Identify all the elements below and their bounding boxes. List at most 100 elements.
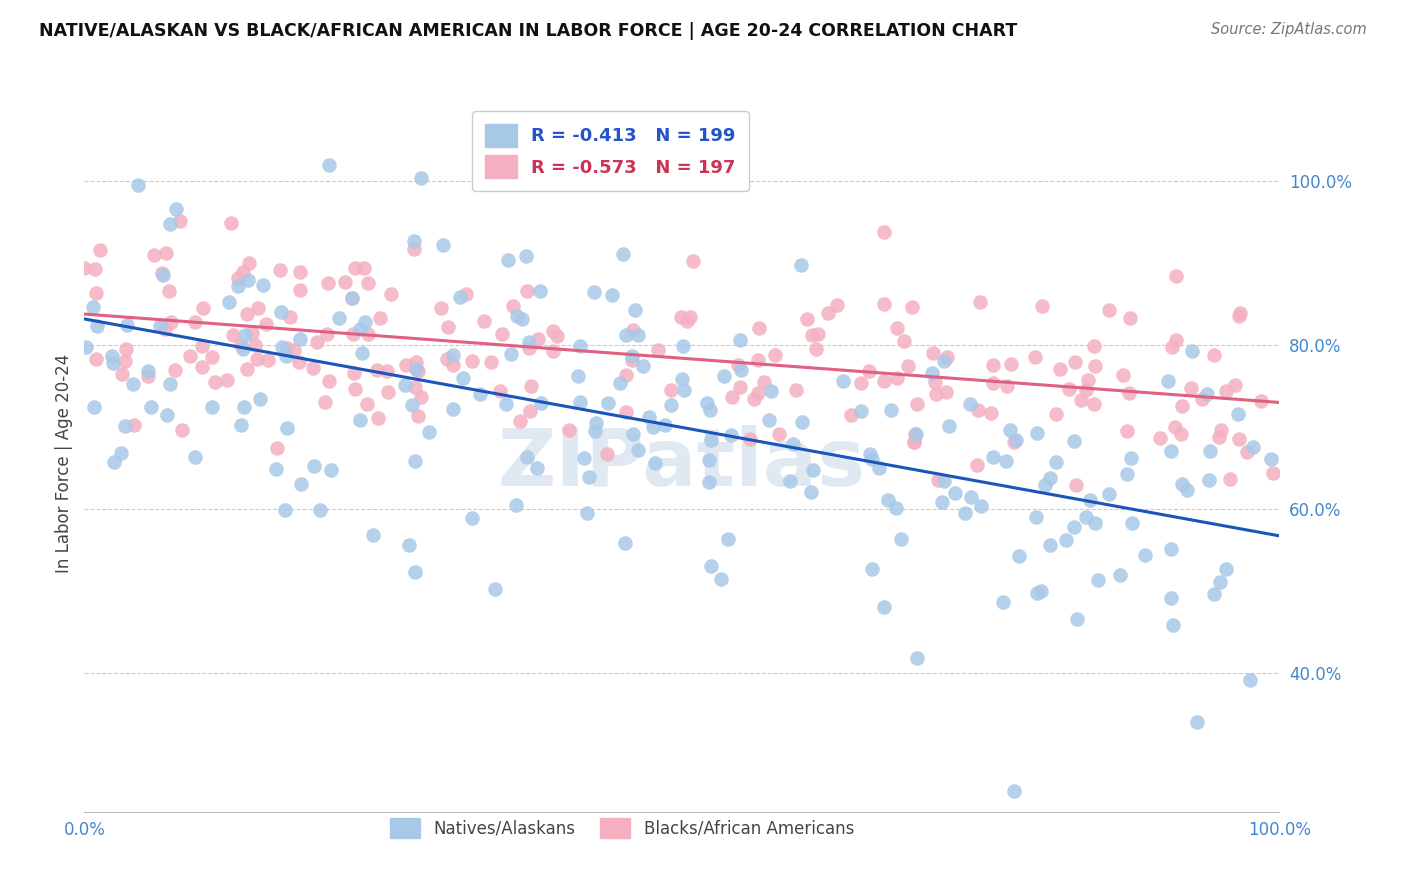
- Point: [880, 403, 903, 417]
- Point: [242, 326, 264, 340]
- Point: [1112, 368, 1135, 382]
- Point: [1226, 407, 1249, 421]
- Point: [218, 294, 240, 309]
- Point: [936, 350, 959, 364]
- Point: [541, 343, 564, 358]
- Point: [236, 362, 259, 376]
- Point: [1118, 386, 1140, 401]
- Point: [938, 419, 960, 434]
- Point: [955, 506, 977, 520]
- Point: [717, 533, 740, 547]
- Point: [1175, 483, 1198, 497]
- Point: [191, 339, 214, 353]
- Point: [437, 319, 460, 334]
- Point: [1064, 478, 1087, 492]
- Point: [1098, 303, 1121, 318]
- Point: [529, 284, 551, 298]
- Point: [1045, 455, 1067, 469]
- Point: [157, 284, 180, 298]
- Point: [970, 499, 993, 513]
- Point: [519, 334, 541, 349]
- Point: [115, 318, 138, 332]
- Point: [873, 600, 896, 615]
- Point: [430, 301, 453, 315]
- Point: [278, 310, 301, 325]
- Point: [1160, 542, 1182, 557]
- Point: [352, 346, 374, 360]
- Point: [679, 310, 702, 324]
- Point: [785, 383, 807, 397]
- Point: [252, 277, 274, 292]
- Point: [449, 290, 471, 304]
- Point: [641, 420, 664, 434]
- Point: [600, 288, 623, 302]
- Point: [496, 253, 519, 268]
- Point: [742, 392, 765, 406]
- Point: [873, 374, 896, 388]
- Point: [461, 354, 484, 368]
- Point: [236, 308, 259, 322]
- Point: [1199, 444, 1222, 458]
- Point: [149, 319, 172, 334]
- Point: [172, 423, 194, 437]
- Point: [659, 398, 682, 412]
- Point: [155, 246, 177, 260]
- Point: [860, 562, 883, 576]
- Point: [328, 310, 350, 325]
- Text: Source: ZipAtlas.com: Source: ZipAtlas.com: [1211, 22, 1367, 37]
- Point: [283, 343, 305, 358]
- Point: [238, 255, 260, 269]
- Point: [290, 477, 312, 491]
- Point: [697, 453, 720, 467]
- Point: [1250, 393, 1272, 408]
- Point: [256, 353, 278, 368]
- Point: [501, 347, 523, 361]
- Point: [578, 470, 600, 484]
- Point: [530, 395, 553, 409]
- Point: [817, 306, 839, 320]
- Point: [318, 158, 340, 172]
- Point: [1002, 434, 1025, 449]
- Point: [409, 390, 432, 404]
- Point: [897, 359, 920, 373]
- Point: [1059, 382, 1081, 396]
- Point: [720, 390, 742, 404]
- Point: [395, 358, 418, 372]
- Point: [366, 363, 388, 377]
- Point: [266, 441, 288, 455]
- Point: [1116, 467, 1139, 481]
- Point: [249, 392, 271, 407]
- Point: [143, 248, 166, 262]
- Point: [981, 450, 1004, 465]
- Point: [728, 379, 751, 393]
- Point: [516, 450, 538, 464]
- Point: [1227, 309, 1250, 323]
- Point: [613, 535, 636, 549]
- Point: [103, 455, 125, 469]
- Point: [152, 268, 174, 283]
- Point: [1209, 423, 1232, 437]
- Point: [1164, 333, 1187, 347]
- Point: [191, 301, 214, 315]
- Point: [82, 300, 104, 314]
- Point: [276, 341, 298, 355]
- Point: [526, 460, 548, 475]
- Point: [644, 456, 666, 470]
- Point: [904, 427, 927, 442]
- Point: [318, 374, 340, 388]
- Point: [790, 415, 813, 429]
- Point: [270, 305, 292, 319]
- Point: [502, 300, 524, 314]
- Y-axis label: In Labor Force | Age 20-24: In Labor Force | Age 20-24: [55, 354, 73, 574]
- Point: [782, 437, 804, 451]
- Point: [1083, 339, 1105, 353]
- Point: [738, 432, 761, 446]
- Point: [748, 321, 770, 335]
- Point: [179, 349, 201, 363]
- Point: [851, 404, 873, 418]
- Point: [443, 348, 465, 362]
- Point: [368, 311, 391, 326]
- Point: [432, 238, 454, 252]
- Point: [730, 362, 752, 376]
- Point: [1133, 548, 1156, 562]
